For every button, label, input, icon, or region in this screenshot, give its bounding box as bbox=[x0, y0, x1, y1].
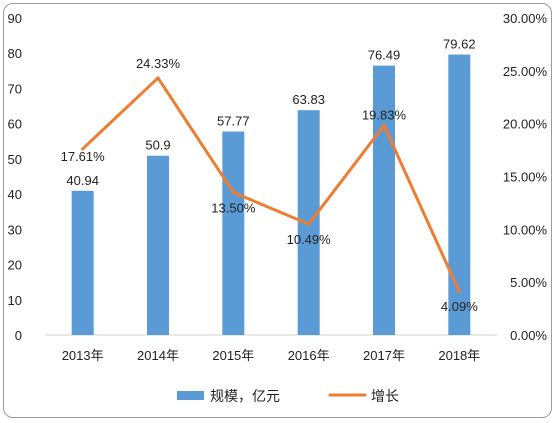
growth-line bbox=[81, 76, 461, 294]
x-axis-tick-label: 2017年 bbox=[363, 348, 405, 363]
line-data-label: 10.49% bbox=[287, 232, 332, 247]
right-axis-tick-label: 10.00% bbox=[503, 222, 548, 237]
bar bbox=[373, 65, 395, 336]
left-axis-tick-label: 50 bbox=[8, 152, 22, 167]
bar bbox=[147, 155, 169, 335]
x-axis-tick-label: 2013年 bbox=[62, 348, 104, 363]
bar-data-label: 79.62 bbox=[443, 37, 476, 52]
left-axis-tick-label: 40 bbox=[8, 187, 22, 202]
growth-point bbox=[307, 222, 311, 226]
line-data-label: 4.09% bbox=[441, 299, 478, 314]
growth-point bbox=[231, 190, 235, 194]
line-data-label: 19.83% bbox=[362, 107, 407, 122]
right-axis-tick-label: 30.00% bbox=[503, 11, 548, 26]
bar-data-label: 57.77 bbox=[217, 114, 250, 129]
growth-point bbox=[81, 147, 85, 151]
x-axis-tick-label: 2016年 bbox=[288, 348, 330, 363]
left-axis-tick-label: 60 bbox=[8, 117, 22, 132]
x-axis-tick-label: 2018年 bbox=[438, 348, 480, 363]
growth-point bbox=[382, 123, 386, 127]
bar-data-label: 63.83 bbox=[292, 92, 325, 107]
left-axis-tick-label: 0 bbox=[15, 328, 22, 343]
line-data-label: 17.61% bbox=[61, 149, 106, 164]
right-axis-tick-label: 0.00% bbox=[510, 328, 547, 343]
right-axis-tick-label: 25.00% bbox=[503, 64, 548, 79]
growth-point bbox=[457, 290, 461, 294]
right-axis-tick-label: 20.00% bbox=[503, 117, 548, 132]
bar bbox=[71, 190, 94, 335]
x-axis-tick-label: 2014年 bbox=[137, 348, 179, 363]
left-axis-tick-label: 30 bbox=[8, 222, 22, 237]
bar bbox=[222, 131, 245, 335]
left-axis-tick-label: 20 bbox=[8, 258, 22, 273]
bar-data-label: 76.49 bbox=[368, 48, 401, 63]
left-axis-tick-label: 70 bbox=[8, 81, 22, 96]
legend-label-bars: 规模，亿元 bbox=[210, 388, 280, 404]
bar-data-label: 40.94 bbox=[66, 173, 99, 188]
legend-swatch-bars bbox=[177, 391, 204, 400]
right-axis-tick-label: 5.00% bbox=[510, 275, 547, 290]
left-axis-tick-label: 90 bbox=[8, 11, 22, 26]
right-axis-tick-label: 15.00% bbox=[503, 170, 548, 185]
legend-label-line: 增长 bbox=[371, 388, 399, 404]
growth-point bbox=[156, 76, 160, 80]
left-axis-tick-label: 10 bbox=[8, 293, 22, 308]
line-data-label: 24.33% bbox=[136, 56, 181, 71]
line-data-label: 13.50% bbox=[211, 200, 256, 215]
bar bbox=[448, 54, 471, 335]
x-axis-tick-label: 2015年 bbox=[212, 348, 254, 363]
left-axis-tick-label: 80 bbox=[8, 46, 22, 61]
bar-data-label: 50.9 bbox=[145, 138, 170, 153]
